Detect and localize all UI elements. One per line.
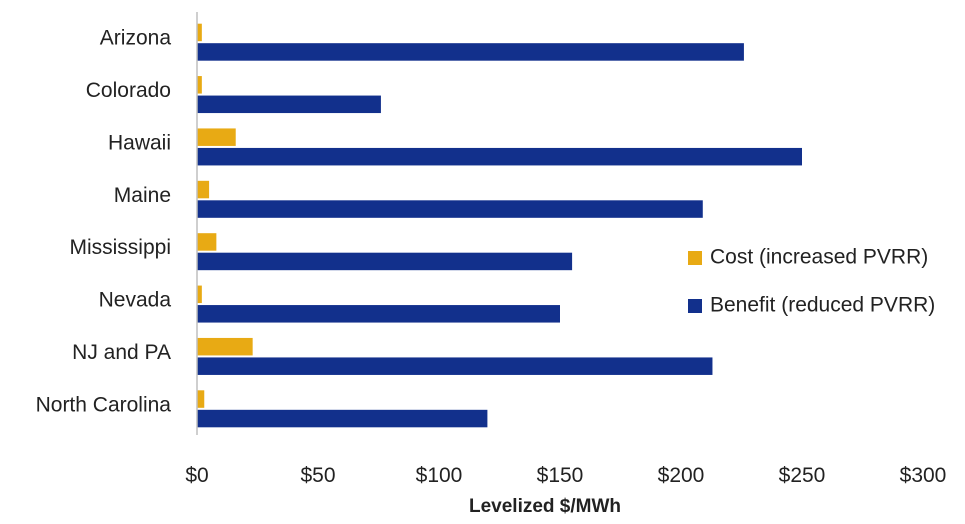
x-tick-label: $250 [779, 464, 826, 487]
benefit-bar [197, 409, 488, 428]
benefit-bar [197, 43, 744, 61]
x-tick-label: $300 [900, 464, 947, 487]
benefit-bar [197, 200, 703, 218]
bars-layer [197, 23, 802, 428]
x-tick-label: $150 [537, 464, 584, 487]
cost-bar [197, 390, 205, 408]
category-label: Hawaii [108, 131, 171, 154]
benefit-bar [197, 147, 802, 166]
legend-label: Benefit (reduced PVRR) [710, 294, 935, 317]
x-tick-label: $0 [185, 464, 208, 487]
category-label: North Carolina [36, 393, 172, 416]
benefit-bar [197, 95, 381, 114]
x-tick-labels: $0 $50 $100 $150 $200 $250 $300 [185, 464, 946, 487]
category-label: Nevada [99, 289, 172, 312]
legend-swatch [688, 251, 702, 265]
category-label: Maine [114, 184, 171, 207]
cost-bar [197, 285, 202, 304]
cost-bar [197, 128, 236, 146]
category-label: Arizona [100, 27, 172, 50]
legend-swatch [688, 299, 702, 313]
cost-bar [197, 337, 253, 356]
x-tick-label: $50 [300, 464, 335, 487]
benefit-bar [197, 357, 713, 375]
x-tick-label: $200 [658, 464, 705, 487]
benefit-bar [197, 305, 560, 323]
cost-bar [197, 233, 217, 251]
category-label: NJ and PA [72, 341, 171, 364]
legend-label: Cost (increased PVRR) [710, 246, 928, 269]
x-tick-label: $100 [416, 464, 463, 487]
cost-bar [197, 180, 210, 199]
cost-bar [197, 23, 202, 42]
cost-bar [197, 76, 202, 94]
benefit-bar [197, 252, 573, 271]
legend: Cost (increased PVRR) Benefit (reduced PV… [688, 246, 935, 317]
category-label: Mississippi [69, 236, 171, 259]
category-labels: Arizona Colorado Hawaii Maine Mississippi Nev… [36, 27, 172, 417]
x-axis-title: Levelized $/MWh [469, 496, 621, 517]
category-label: Colorado [86, 79, 171, 102]
